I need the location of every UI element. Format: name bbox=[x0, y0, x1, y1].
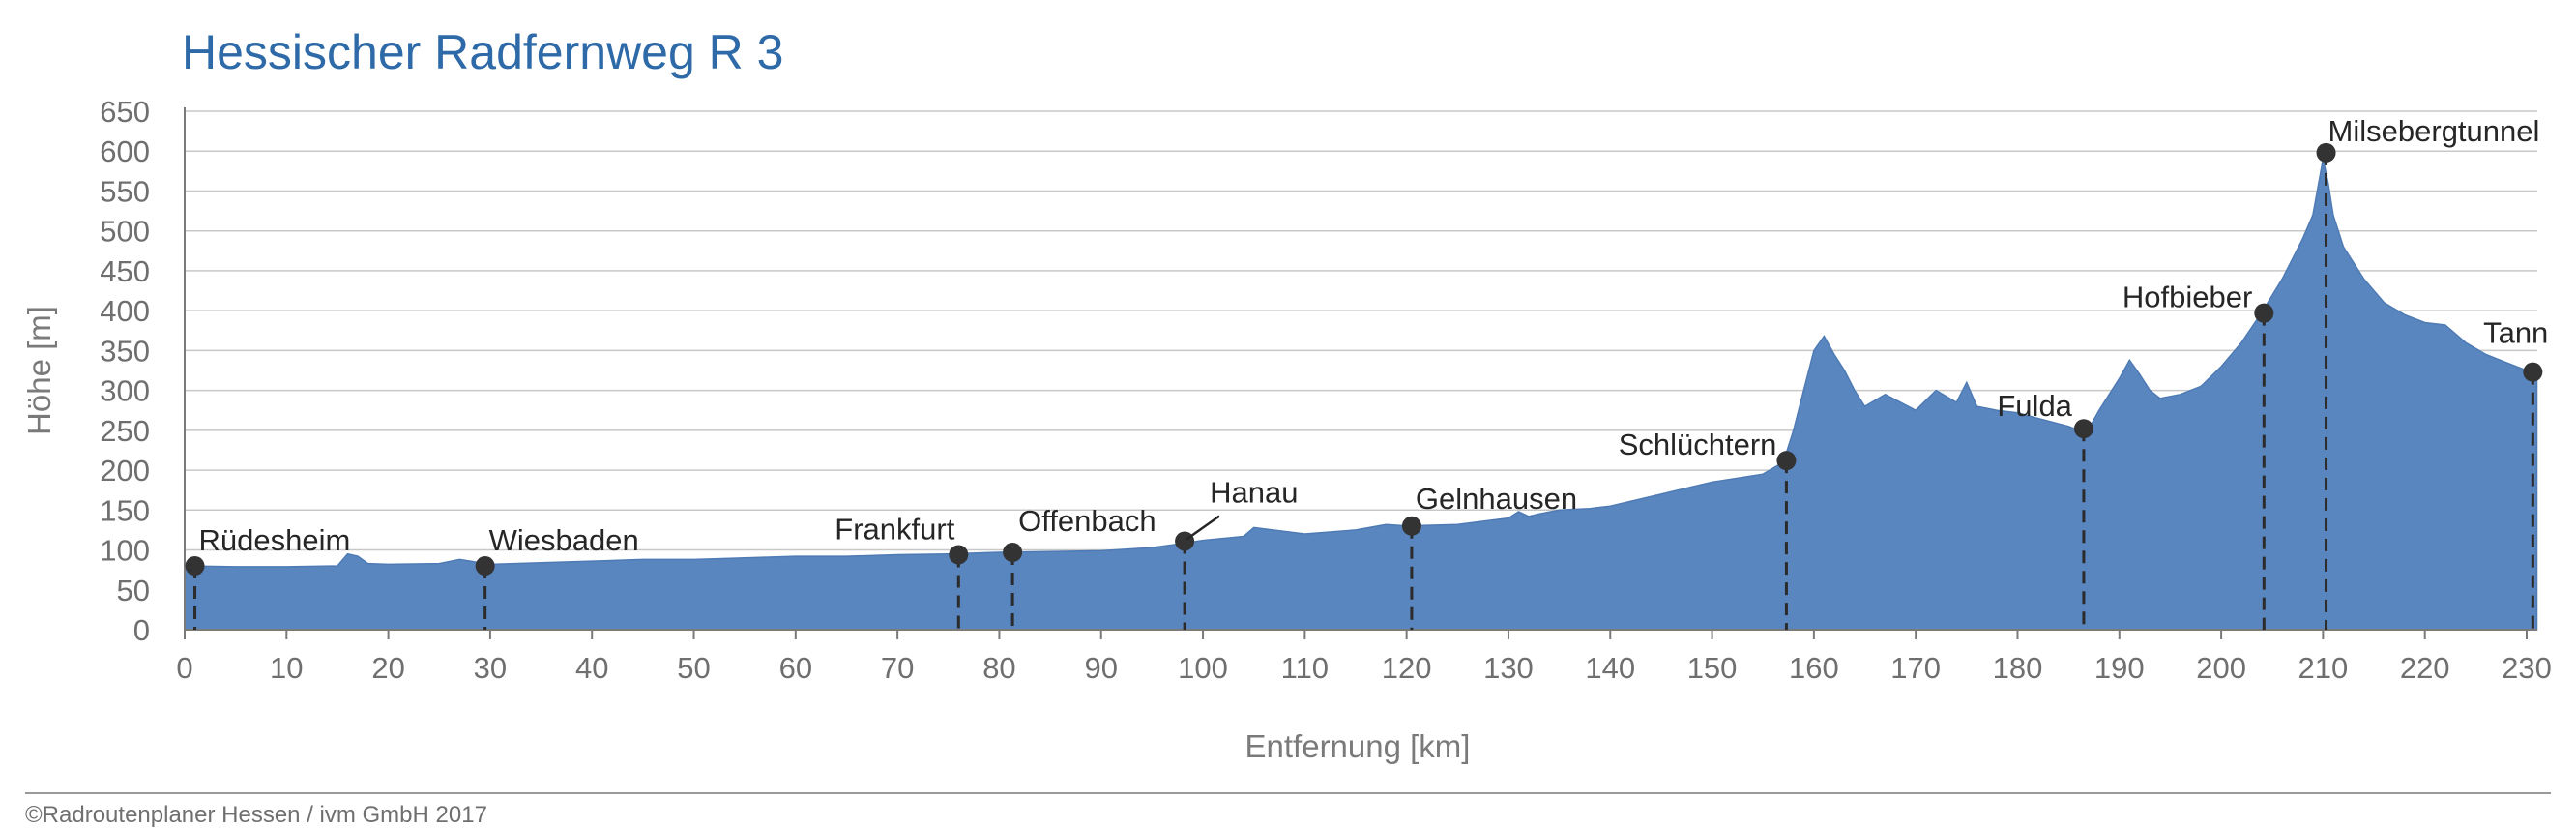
x-tick-label: 30 bbox=[474, 651, 507, 685]
x-tick-label: 180 bbox=[1993, 651, 2043, 685]
y-tick-label: 250 bbox=[100, 414, 150, 448]
x-tick-label: 80 bbox=[982, 651, 1015, 685]
station-marker bbox=[1401, 516, 1421, 536]
y-tick-label: 500 bbox=[100, 215, 150, 249]
y-tick-label: 350 bbox=[100, 334, 150, 368]
x-tick-label: 20 bbox=[371, 651, 404, 685]
station-marker bbox=[2316, 142, 2336, 163]
y-axis-label: Höhe [m] bbox=[21, 306, 57, 435]
y-tick-label: 150 bbox=[100, 493, 150, 527]
x-tick-label: 100 bbox=[1178, 651, 1228, 685]
x-tick-label: 190 bbox=[2094, 651, 2145, 685]
x-tick-label: 150 bbox=[1687, 651, 1738, 685]
y-tick-label: 200 bbox=[100, 454, 150, 488]
station-label: Gelnhausen bbox=[1416, 482, 1577, 516]
station-label: Milsebergtunnel bbox=[2328, 114, 2540, 148]
x-tick-label: 130 bbox=[1483, 651, 1534, 685]
station-marker bbox=[185, 556, 205, 577]
x-axis-label: Entfernung [km] bbox=[1245, 728, 1471, 764]
x-tick-label: 210 bbox=[2298, 651, 2349, 685]
x-tick-label: 10 bbox=[270, 651, 303, 685]
x-tick-label: 230 bbox=[2502, 651, 2552, 685]
station-marker bbox=[2254, 303, 2274, 323]
axes: 0 50 100 150 200 250 300 350 400 450 500 550 600 650 0… bbox=[100, 95, 2552, 685]
y-tick-label: 100 bbox=[100, 534, 150, 568]
x-tick-label: 40 bbox=[575, 651, 608, 685]
x-tick-label: 120 bbox=[1382, 651, 1432, 685]
y-tick-label: 300 bbox=[100, 374, 150, 408]
copyright-note: ©Radroutenplaner Hessen / ivm GmbH 2017 bbox=[25, 802, 487, 828]
y-tick-label: 400 bbox=[100, 294, 150, 328]
y-tick-label: 550 bbox=[100, 174, 150, 208]
station-label: Tann bbox=[2483, 316, 2548, 350]
station-label: Fulda bbox=[1997, 389, 2072, 423]
x-tick-label: 160 bbox=[1789, 651, 1839, 685]
station-label: Rüdesheim bbox=[199, 523, 351, 557]
x-tick-label: 200 bbox=[2196, 651, 2246, 685]
x-tick-label: 220 bbox=[2400, 651, 2450, 685]
y-tick-label: 600 bbox=[100, 134, 150, 168]
station-label: Wiesbaden bbox=[489, 523, 639, 557]
y-tick-label: 450 bbox=[100, 254, 150, 288]
y-tick-label: 650 bbox=[100, 95, 150, 129]
x-tick-label: 90 bbox=[1084, 651, 1117, 685]
station-label: Offenbach bbox=[1018, 504, 1156, 538]
chart-title: Hessischer Radfernweg R 3 bbox=[182, 25, 784, 79]
x-tick-label: 70 bbox=[881, 651, 914, 685]
station-label: Hanau bbox=[1210, 475, 1298, 509]
station-marker bbox=[1776, 451, 1797, 471]
station-marker bbox=[949, 545, 969, 565]
x-tick-label: 140 bbox=[1585, 651, 1635, 685]
station-marker bbox=[2073, 419, 2093, 439]
station-leader-line bbox=[1186, 515, 1220, 541]
x-tick-label: 50 bbox=[677, 651, 710, 685]
y-tick-label: 0 bbox=[133, 613, 150, 647]
x-tick-label: 170 bbox=[1890, 651, 1941, 685]
station-marker bbox=[1003, 543, 1023, 563]
station-label: Schlüchtern bbox=[1619, 428, 1777, 461]
elevation-area bbox=[184, 159, 2538, 631]
profile-area bbox=[184, 159, 2538, 631]
x-tick-label: 0 bbox=[176, 651, 192, 685]
x-tick-label: 110 bbox=[1281, 651, 1329, 685]
gridlines bbox=[185, 110, 2537, 591]
station-label: Hofbieber bbox=[2122, 281, 2252, 314]
station-marker bbox=[475, 556, 495, 577]
station-marker bbox=[2523, 362, 2543, 382]
station-label: Frankfurt bbox=[834, 512, 954, 546]
x-tick-label: 60 bbox=[779, 651, 812, 685]
stations: Rüdesheim Wiesbaden Frankfurt Offenbach Hana… bbox=[185, 114, 2548, 630]
y-tick-label: 50 bbox=[117, 574, 150, 607]
